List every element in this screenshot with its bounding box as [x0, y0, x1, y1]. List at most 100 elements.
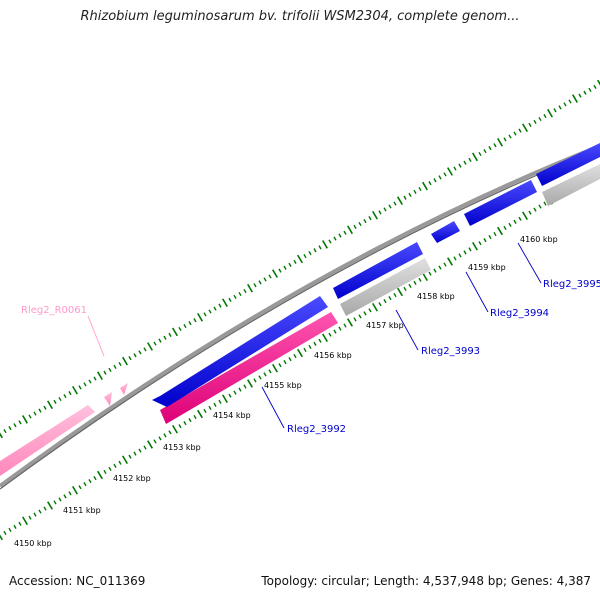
outer-ring-minor-tick: [568, 99, 572, 104]
inner-ring-minor-tick: [438, 265, 442, 270]
outer-ring-minor-tick: [563, 102, 567, 107]
inner-ring-minor-tick: [393, 292, 397, 298]
gene-label-rleg2-3992[interactable]: Rleg2_3992: [287, 424, 346, 435]
genome-backbone: [0, 144, 600, 488]
inner-ring-minor-tick: [183, 421, 187, 426]
outer-ring-major-tick: [572, 94, 578, 103]
outer-ring-minor-tick: [338, 233, 342, 238]
outer-ring-minor-tick: [188, 321, 192, 326]
outer-ring-minor-tick: [233, 294, 237, 299]
outer-ring-minor-tick: [443, 172, 447, 177]
inner-ring-minor-tick: [93, 475, 97, 481]
outer-ring-major-tick: [297, 254, 303, 264]
scale-labels: 4150 kbp 4151 kbp 4152 kbp 4153 kbp 4154…: [14, 235, 558, 548]
outer-ring-minor-tick: [503, 137, 507, 142]
gene-label-rleg2-r0061[interactable]: Rleg2_R0061: [21, 305, 87, 316]
inner-ring-minor-tick: [238, 387, 242, 392]
feature-rleg2-3992[interactable]: [160, 312, 338, 424]
inner-ring-minor-tick: [293, 353, 297, 359]
inner-ring-major-tick: [497, 226, 503, 236]
inner-ring-minor-tick: [343, 323, 347, 328]
outer-ring-minor-tick: [183, 324, 187, 329]
inner-ring-minor-tick: [443, 262, 447, 267]
map-title: Rhizobium leguminosarum bv. trifolii WSM…: [80, 9, 520, 24]
inner-ring-major-tick: [347, 318, 353, 327]
outer-ring-major-tick: [472, 152, 478, 162]
inner-ring-major-tick: [322, 333, 328, 343]
outer-ring-minor-tick: [553, 108, 557, 113]
tick-label-4151: 4151 kbp: [63, 506, 101, 515]
inner-ring-minor-tick: [3, 530, 7, 536]
outer-ring-minor-tick: [238, 291, 242, 297]
outer-ring-minor-tick: [578, 93, 582, 98]
inner-ring-minor-tick: [368, 308, 372, 313]
outer-ring-major-tick: [197, 312, 203, 322]
outer-tick-ring: [0, 79, 600, 439]
outer-ring-minor-tick: [158, 338, 162, 343]
inner-ring-minor-tick: [328, 332, 332, 337]
inner-ring-minor-tick: [493, 231, 497, 237]
outer-ring-major-tick: [172, 327, 178, 337]
inner-ring-minor-tick: [228, 393, 232, 398]
inner-ring-minor-tick: [43, 506, 47, 511]
inner-ring-minor-tick: [538, 204, 542, 209]
inner-tick-ring: [0, 165, 600, 541]
inner-ring-minor-tick: [383, 299, 387, 304]
inner-ring-major-tick: [372, 302, 378, 312]
tick-label-4156: 4156 kbp: [314, 351, 352, 360]
outer-ring-minor-tick: [403, 195, 407, 200]
outer-ring-minor-tick: [428, 181, 432, 186]
feature-rleg2-blue-2[interactable]: [333, 242, 423, 299]
outer-ring-minor-tick: [153, 341, 157, 346]
feature-rleg2-r0061[interactable]: [0, 383, 128, 476]
inner-ring-minor-tick: [203, 408, 207, 414]
gene-label-rleg2-3993[interactable]: Rleg2_3993: [421, 346, 480, 357]
outer-ring-minor-tick: [108, 367, 112, 372]
feature-rleg2-3993[interactable]: [431, 221, 460, 243]
inner-ring-major-tick: [422, 272, 428, 282]
outer-ring-major-tick: [522, 123, 528, 133]
outer-ring-minor-tick: [343, 230, 347, 235]
inner-ring-minor-tick: [193, 414, 197, 420]
feature-rleg2-gray-1[interactable]: [340, 258, 431, 316]
inner-ring-minor-tick: [258, 375, 262, 380]
gene-label-leaders: [87, 242, 542, 429]
feature-rleg2-3995[interactable]: [536, 143, 600, 186]
outer-ring-major-tick: [122, 356, 128, 366]
feature-rleg2-3994[interactable]: [464, 180, 537, 226]
inner-ring-minor-tick: [508, 222, 512, 227]
outer-ring-minor-tick: [68, 391, 72, 396]
gene-label-rleg2-3994[interactable]: Rleg2_3994: [490, 308, 549, 319]
inner-ring-minor-tick: [253, 378, 257, 383]
outer-ring-minor-tick: [308, 251, 312, 256]
gene-label-rleg2-3995[interactable]: Rleg2_3995: [543, 279, 600, 290]
outer-ring-major-tick: [422, 181, 428, 191]
outer-ring-minor-tick: [138, 350, 142, 355]
inner-ring-minor-tick: [528, 210, 532, 215]
feature-rleg2-blue-1[interactable]: [152, 296, 328, 407]
outer-ring-minor-tick: [128, 356, 132, 361]
inner-ring-minor-tick: [128, 454, 132, 459]
outer-ring-minor-tick: [118, 361, 122, 367]
inner-ring-minor-tick: [13, 524, 17, 529]
inner-ring-minor-tick: [38, 509, 42, 514]
inner-ring-minor-tick: [263, 372, 267, 377]
inner-ring-minor-tick: [213, 402, 217, 407]
outer-ring-minor-tick: [268, 274, 272, 279]
outer-ring-minor-tick: [83, 382, 87, 387]
inner-ring-major-tick: [122, 455, 128, 465]
outer-ring-major-tick: [397, 196, 403, 206]
inner-ring-minor-tick: [483, 238, 487, 243]
feature-rleg2-gray-2[interactable]: [542, 164, 600, 206]
inner-ring-minor-tick: [153, 439, 157, 444]
inner-ring-minor-tick: [78, 485, 82, 490]
outer-ring-minor-tick: [193, 318, 197, 323]
inner-ring-minor-tick: [433, 268, 437, 273]
outer-ring-minor-tick: [288, 262, 292, 267]
inner-ring-minor-tick: [458, 253, 462, 258]
inner-ring-major-tick: [472, 241, 478, 251]
inner-ring-minor-tick: [488, 235, 492, 240]
outer-ring-major-tick: [97, 371, 103, 381]
